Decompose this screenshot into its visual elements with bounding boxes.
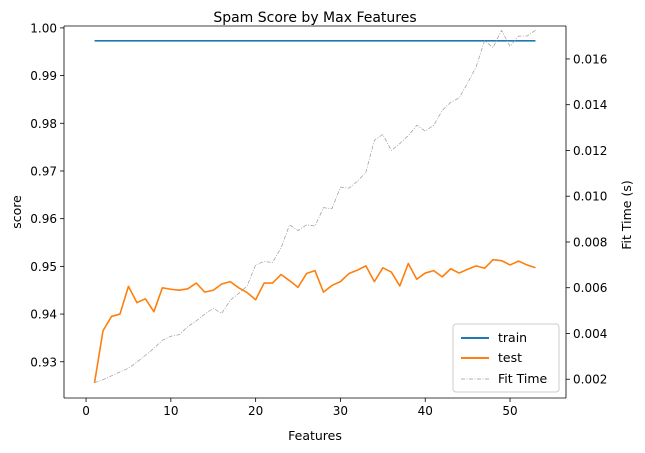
y2-tick-label: 0.008 (573, 235, 607, 249)
y-tick-label: 0.96 (30, 212, 57, 226)
y-tick-label: 0.94 (30, 308, 57, 322)
y2-axis-label: Fit Time (s) (619, 180, 634, 249)
x-tick-label: 30 (333, 404, 348, 418)
series-line-fit-time (94, 30, 536, 384)
series-layer (93, 30, 536, 384)
y2-tick-label: 0.004 (573, 327, 607, 341)
y-tick-label: 0.95 (30, 260, 57, 274)
y2-tick-label: 0.006 (573, 281, 607, 295)
y-tick-label: 0.99 (30, 69, 57, 83)
legend-box (452, 323, 560, 393)
x-axis-label: Features (288, 428, 342, 443)
legend-label-fit-time: Fit Time (498, 371, 548, 386)
y2-tick-label: 0.010 (573, 190, 607, 204)
y-tick-label: 0.93 (30, 355, 57, 369)
chart-title: Spam Score by Max Features (213, 10, 416, 26)
y2-tick-label: 0.016 (573, 52, 607, 66)
y2-tick-label: 0.002 (573, 373, 607, 387)
y-tick-label: 0.98 (30, 117, 57, 131)
y-tick-label: 1.00 (30, 21, 57, 35)
x-tick-label: 50 (502, 404, 517, 418)
y2-tick-label: 0.012 (573, 144, 607, 158)
legend-label-train: train (498, 330, 527, 345)
x-tick-label: 20 (248, 404, 263, 418)
x-tick-label: 0 (82, 404, 90, 418)
ticks-layer: 0 10 20 30 40 50 0.93 0.94 0.95 0.96 0.97 0.98 0.99 1… (30, 21, 607, 418)
legend: train test Fit Time (452, 323, 560, 393)
y2-tick-label: 0.014 (573, 98, 607, 112)
y-axis-label: score (9, 195, 24, 229)
legend-label-test: test (498, 350, 522, 365)
x-tick-label: 10 (163, 404, 178, 418)
x-tick-label: 40 (418, 404, 433, 418)
axes-layer (63, 25, 567, 399)
series-line-test (93, 258, 536, 383)
y-tick-label: 0.97 (30, 164, 57, 178)
